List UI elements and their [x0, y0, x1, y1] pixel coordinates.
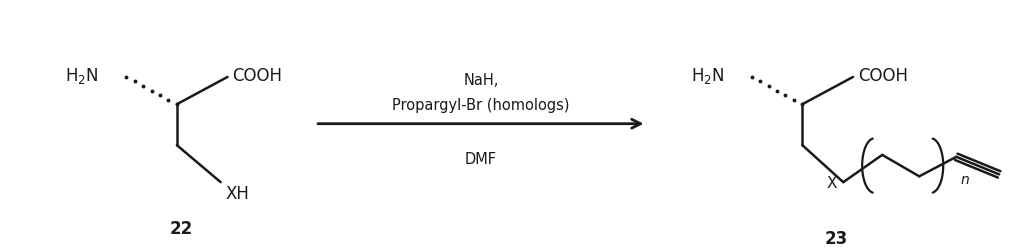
Text: XH: XH [225, 184, 250, 202]
Text: X: X [827, 175, 838, 190]
Text: NaH,: NaH, [463, 72, 499, 87]
Text: Propargyl-Br (homologs): Propargyl-Br (homologs) [392, 98, 569, 112]
Text: COOH: COOH [858, 67, 908, 85]
Text: H$_2$N: H$_2$N [691, 66, 724, 86]
Text: H$_2$N: H$_2$N [66, 66, 99, 86]
Text: COOH: COOH [232, 67, 283, 85]
Text: n: n [961, 173, 969, 187]
Text: 22: 22 [170, 219, 194, 237]
Text: DMF: DMF [465, 152, 497, 166]
Text: 23: 23 [824, 229, 848, 247]
